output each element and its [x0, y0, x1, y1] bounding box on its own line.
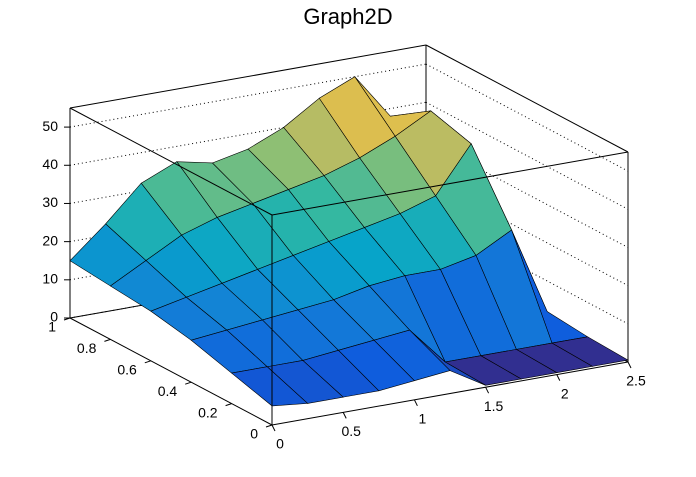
x-tick [627, 361, 632, 369]
x-tick-label: 2.5 [626, 373, 646, 389]
y-tick [225, 403, 232, 407]
y-tick-label: 0.2 [198, 404, 218, 420]
box-edge [69, 44, 427, 109]
x-tick-label: 1 [419, 411, 427, 427]
x-tick [556, 374, 561, 381]
y-tick-label: 0.8 [77, 340, 97, 356]
x-tick [271, 424, 276, 432]
z-tick-label: 0 [50, 309, 58, 325]
box-edge [69, 107, 273, 216]
x-tick [485, 386, 490, 394]
x-tick [413, 399, 418, 407]
surface-cell [230, 366, 309, 407]
y-tick-label: 0.6 [117, 362, 137, 378]
box-edge [425, 44, 629, 153]
x-tick-label: 1.5 [484, 398, 504, 414]
z-tick-label: 50 [42, 118, 58, 134]
x-tick [342, 412, 347, 419]
box-edge [69, 317, 273, 426]
y-tick [63, 317, 71, 321]
x-tick-label: 0.5 [341, 423, 361, 439]
grid-line [69, 63, 427, 128]
y-tick [104, 338, 111, 342]
y-tick-label: 1 [48, 319, 56, 335]
x-tick-label: 0 [276, 436, 284, 452]
y-tick-label: 0 [250, 426, 258, 442]
box-edge [271, 151, 629, 216]
z-tick-label: 40 [42, 156, 58, 172]
x-tick-label: 2 [561, 385, 569, 401]
y-tick [144, 360, 151, 364]
y-tick [265, 424, 273, 428]
z-tick-label: 10 [42, 271, 58, 287]
chart-title: Graph2D [303, 4, 392, 29]
z-tick-label: 20 [42, 232, 58, 248]
grid-line [69, 101, 427, 166]
z-tick-label: 30 [42, 194, 58, 210]
box-edge [271, 361, 629, 426]
y-tick [185, 381, 192, 385]
y-tick-label: 0.4 [158, 383, 178, 399]
